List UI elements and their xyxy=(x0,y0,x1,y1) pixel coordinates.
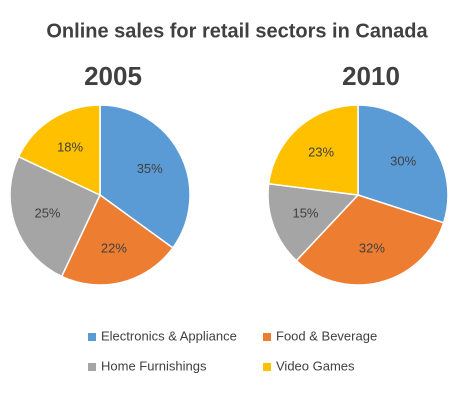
pie-slice xyxy=(267,104,359,196)
pie-slice xyxy=(17,104,101,197)
pie-slice xyxy=(267,182,360,262)
pie-slice xyxy=(99,104,191,249)
legend-label: Video Games xyxy=(276,358,355,373)
data-label: 15% xyxy=(292,205,318,220)
pie-slice xyxy=(9,155,101,278)
legend-label: Electronics & Appliance xyxy=(101,328,237,343)
pie-title: 2010 xyxy=(342,61,400,91)
data-label: 32% xyxy=(359,240,385,255)
pie-slice xyxy=(295,194,445,286)
data-label: 23% xyxy=(308,145,334,160)
pie-title: 2005 xyxy=(84,61,142,91)
pie-slice xyxy=(357,104,449,224)
legend-label: Home Furnishings xyxy=(101,358,207,373)
data-label: 35% xyxy=(137,161,163,176)
data-label: 18% xyxy=(57,139,83,154)
data-label: 22% xyxy=(101,240,127,255)
data-label: 25% xyxy=(34,205,60,220)
chart-title: Online sales for retail sectors in Canad… xyxy=(46,20,428,42)
data-label: 30% xyxy=(390,154,416,169)
legend-label: Food & Beverage xyxy=(276,328,377,343)
legend-swatch xyxy=(263,333,271,341)
legend-swatch xyxy=(263,363,271,371)
legend-swatch xyxy=(88,333,96,341)
legend-swatch xyxy=(88,363,96,371)
